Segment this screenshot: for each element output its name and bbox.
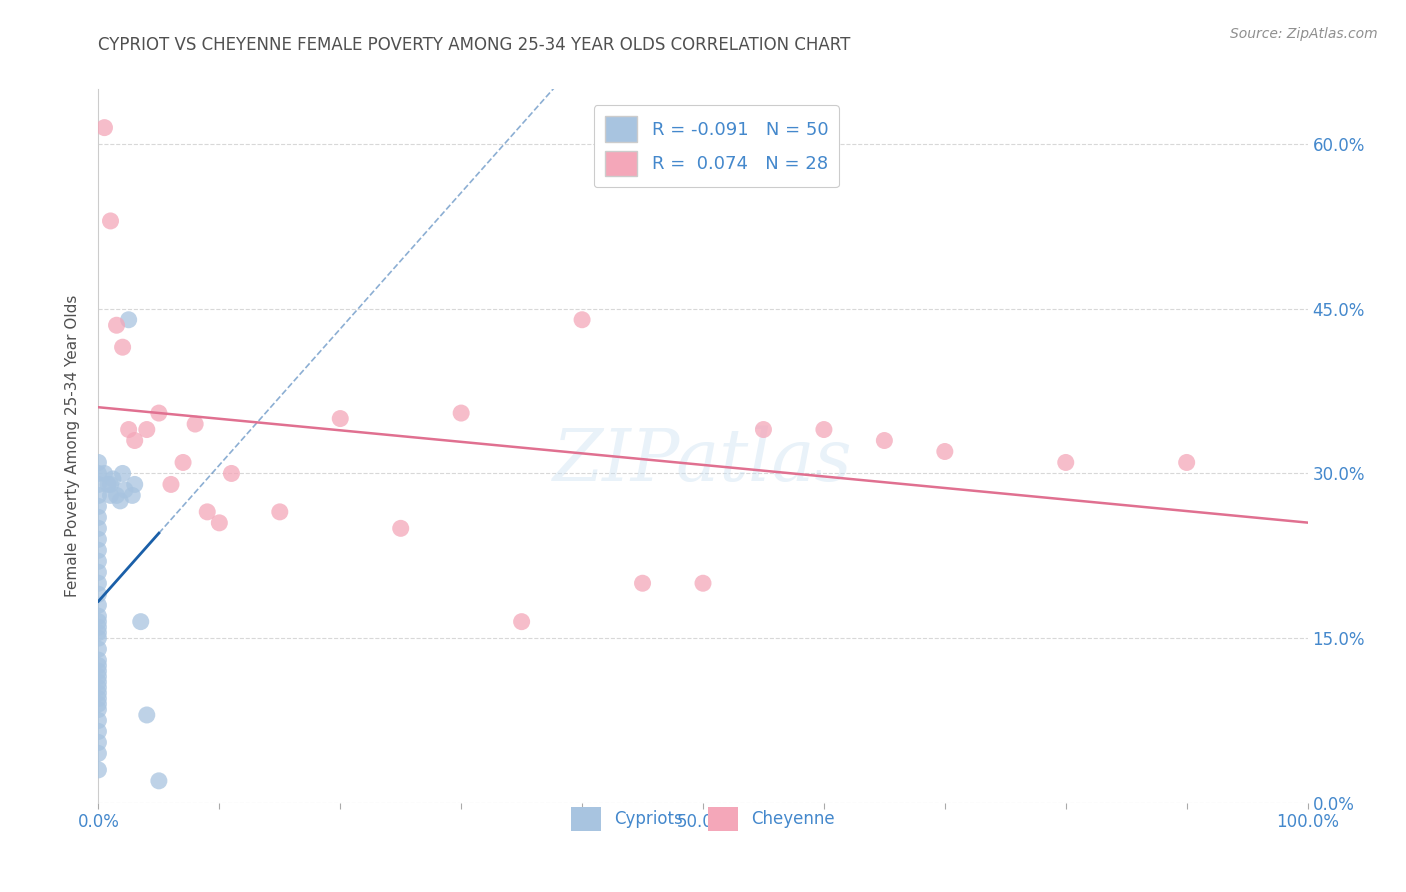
Point [195, 505, 218, 519]
Point [813, 423, 835, 437]
Point [934, 444, 956, 458]
Point [87, 735, 110, 749]
Point [329, 411, 352, 425]
Point [118, 312, 141, 326]
Point [87, 702, 110, 716]
Point [87, 714, 110, 728]
Point [148, 406, 170, 420]
Point [118, 423, 141, 437]
Point [135, 423, 157, 437]
Point [1175, 455, 1198, 469]
Point [87, 658, 110, 673]
Point [87, 675, 110, 690]
Point [87, 521, 110, 535]
Point [111, 467, 134, 481]
Point [87, 625, 110, 640]
Point [692, 576, 714, 591]
Point [87, 724, 110, 739]
Point [135, 708, 157, 723]
Point [114, 483, 136, 497]
Point [87, 587, 110, 601]
Point [172, 455, 194, 469]
Point [389, 521, 412, 535]
Point [87, 686, 110, 700]
Point [221, 467, 243, 481]
Point [631, 576, 654, 591]
Point [129, 615, 152, 629]
Point [87, 615, 110, 629]
Point [100, 488, 122, 502]
Point [87, 598, 110, 612]
Point [87, 477, 110, 491]
Point [87, 455, 110, 469]
Point [105, 488, 128, 502]
Point [87, 467, 110, 481]
Point [208, 516, 231, 530]
Point [97, 477, 120, 491]
Point [100, 214, 122, 228]
Point [87, 566, 110, 580]
Point [87, 488, 110, 502]
Point [160, 477, 183, 491]
Point [184, 417, 207, 431]
Point [873, 434, 896, 448]
Point [510, 615, 533, 629]
Point [148, 773, 170, 788]
Point [105, 318, 128, 333]
Point [93, 120, 115, 135]
Point [124, 434, 146, 448]
Point [87, 631, 110, 645]
Point [87, 500, 110, 514]
Point [124, 477, 146, 491]
Point [571, 312, 593, 326]
Point [1054, 455, 1077, 469]
Point [87, 653, 110, 667]
Point [111, 340, 134, 354]
Point [87, 554, 110, 568]
Point [87, 620, 110, 634]
Point [87, 697, 110, 711]
Point [87, 669, 110, 683]
Point [752, 423, 775, 437]
Point [101, 472, 124, 486]
Point [87, 533, 110, 547]
Text: CYPRIOT VS CHEYENNE FEMALE POVERTY AMONG 25-34 YEAR OLDS CORRELATION CHART: CYPRIOT VS CHEYENNE FEMALE POVERTY AMONG… [98, 36, 851, 54]
Point [87, 747, 110, 761]
Text: Source: ZipAtlas.com: Source: ZipAtlas.com [1230, 27, 1378, 41]
Text: ZIPatlas: ZIPatlas [553, 425, 853, 496]
Point [108, 494, 131, 508]
Point [87, 681, 110, 695]
Point [87, 609, 110, 624]
Point [93, 467, 115, 481]
Y-axis label: Female Poverty Among 25-34 Year Olds: Female Poverty Among 25-34 Year Olds [65, 295, 80, 597]
Point [87, 543, 110, 558]
Point [87, 576, 110, 591]
Point [100, 477, 122, 491]
Point [121, 488, 143, 502]
Legend: Cypriots, Cheyenne: Cypriots, Cheyenne [564, 800, 842, 838]
Point [269, 505, 291, 519]
Point [87, 642, 110, 657]
Point [87, 510, 110, 524]
Point [87, 664, 110, 678]
Point [87, 691, 110, 706]
Point [87, 763, 110, 777]
Point [450, 406, 472, 420]
